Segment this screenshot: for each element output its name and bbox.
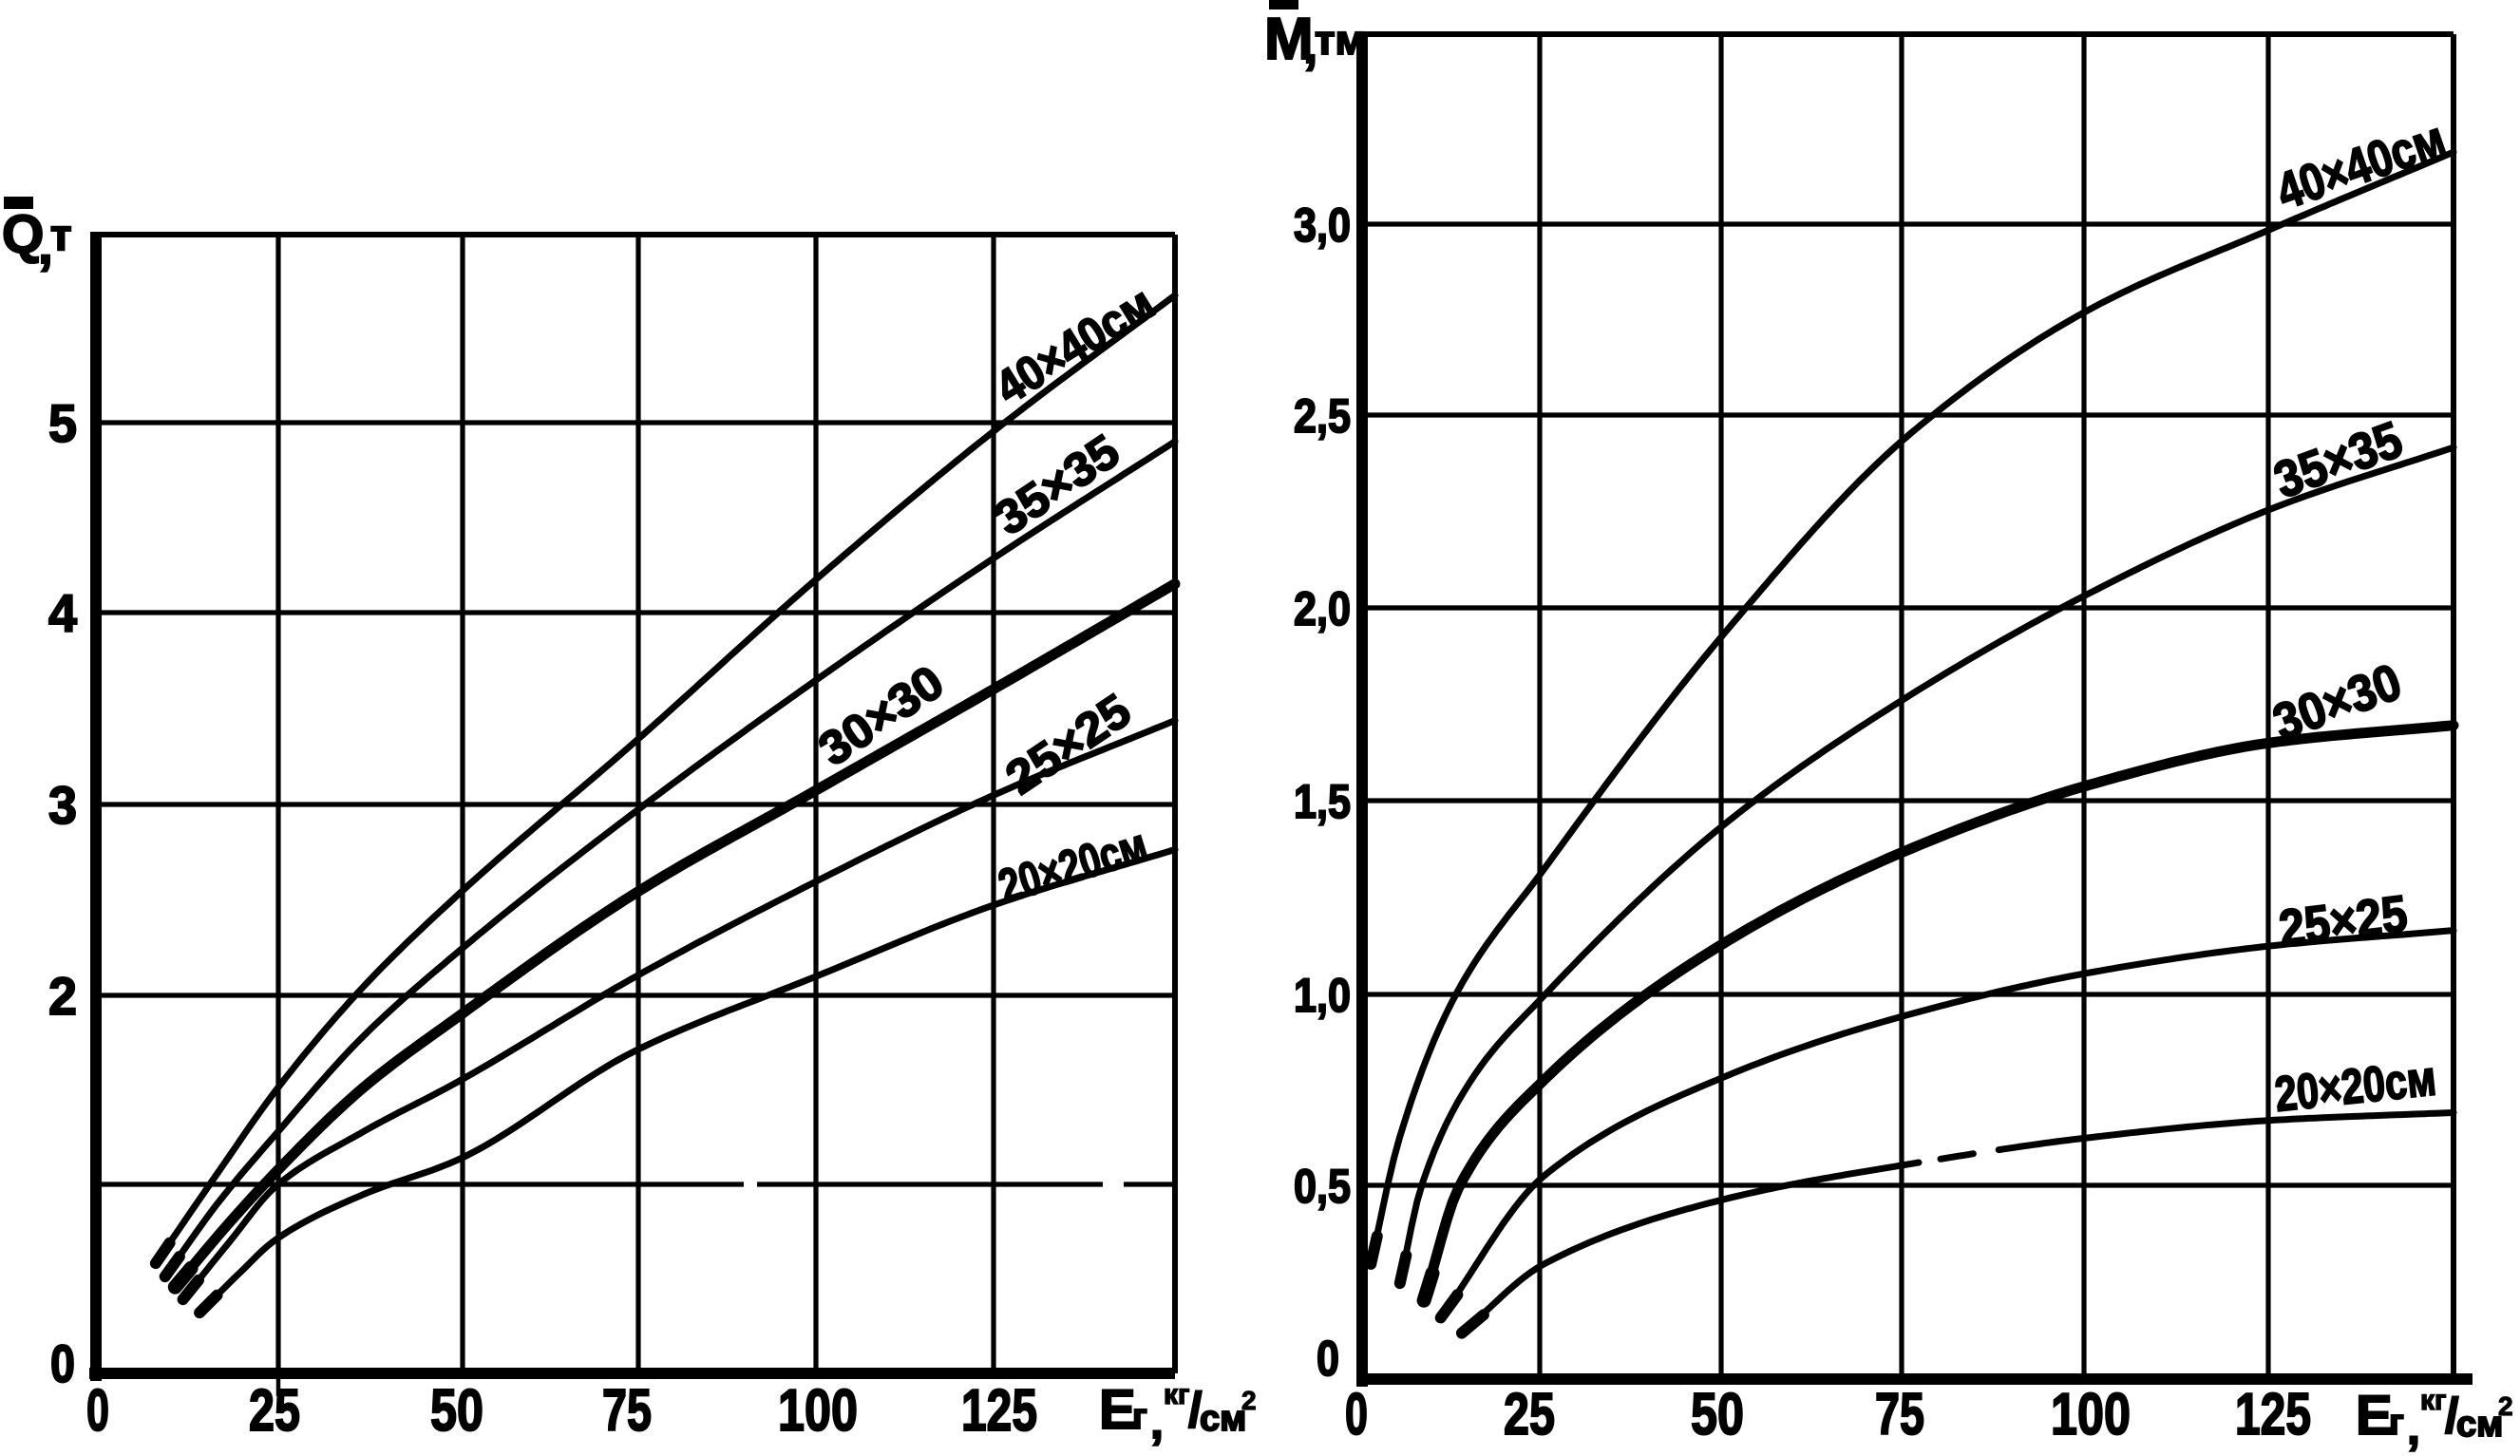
svg-text:2,5: 2,5 xyxy=(1294,389,1351,443)
svg-text:0: 0 xyxy=(86,1378,109,1444)
svg-text:см: см xyxy=(2456,1405,2503,1445)
svg-text:0: 0 xyxy=(50,1333,75,1393)
svg-text:кг: кг xyxy=(2420,1385,2447,1416)
svg-text:125: 125 xyxy=(961,1378,1037,1444)
svg-text:1,5: 1,5 xyxy=(1294,775,1351,828)
svg-text:,: , xyxy=(2407,1401,2420,1454)
svg-text:/: / xyxy=(2445,1389,2458,1444)
svg-text:5: 5 xyxy=(48,393,77,453)
svg-text:2: 2 xyxy=(1241,1386,1257,1415)
svg-text:25: 25 xyxy=(1504,1382,1555,1447)
svg-text:0,5: 0,5 xyxy=(1294,1160,1351,1213)
svg-text:,: , xyxy=(1303,15,1317,74)
svg-text:100: 100 xyxy=(2051,1382,2131,1447)
svg-text:100: 100 xyxy=(778,1378,858,1444)
svg-text:г: г xyxy=(2389,1403,2404,1443)
svg-text:25: 25 xyxy=(249,1378,300,1444)
svg-text:2: 2 xyxy=(2498,1391,2513,1421)
svg-text:125: 125 xyxy=(2235,1382,2311,1447)
svg-text:1,0: 1,0 xyxy=(1294,969,1351,1022)
svg-text:Q: Q xyxy=(2,204,44,265)
svg-text:4: 4 xyxy=(48,583,77,643)
svg-text:г: г xyxy=(1132,1397,1147,1437)
svg-text:0: 0 xyxy=(1317,1332,1339,1387)
svg-text:3,0: 3,0 xyxy=(1294,199,1351,252)
svg-text:E: E xyxy=(1099,1379,1136,1441)
svg-text:M: M xyxy=(1264,7,1314,72)
svg-text:/: / xyxy=(1188,1383,1202,1438)
svg-text:E: E xyxy=(2356,1385,2393,1447)
svg-text:75: 75 xyxy=(1875,1382,1924,1447)
svg-text:см: см xyxy=(1200,1399,1246,1439)
svg-text:,: , xyxy=(1150,1395,1164,1448)
svg-text:2: 2 xyxy=(48,966,77,1026)
svg-text:3: 3 xyxy=(48,775,77,835)
svg-text:0: 0 xyxy=(1345,1382,1368,1447)
svg-text:т: т xyxy=(50,210,72,259)
svg-text:75: 75 xyxy=(602,1378,652,1444)
svg-text:кг: кг xyxy=(1164,1379,1190,1410)
svg-text:50: 50 xyxy=(430,1378,483,1444)
svg-text:2,0: 2,0 xyxy=(1294,582,1351,635)
svg-text:50: 50 xyxy=(1691,1382,1744,1447)
svg-text:,: , xyxy=(38,215,53,275)
svg-text:тм: тм xyxy=(1315,17,1366,64)
